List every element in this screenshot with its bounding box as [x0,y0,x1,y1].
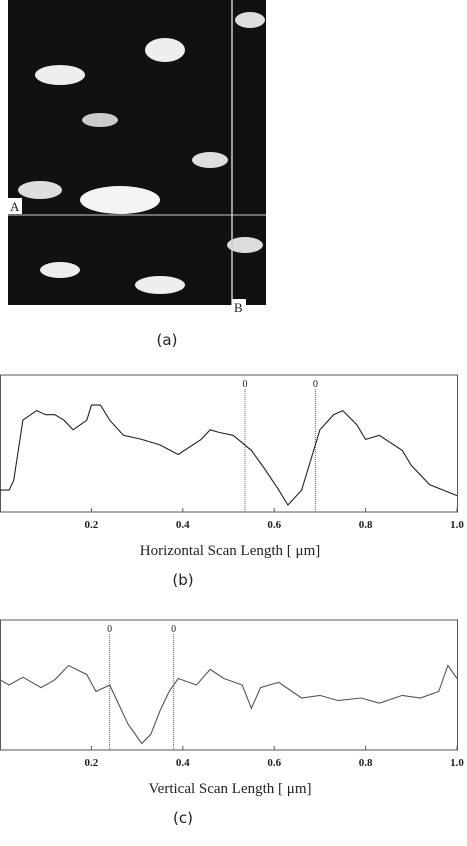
x-tick-label: 0.8 [359,519,373,531]
x-tick-label: 0.2 [85,519,99,531]
x-tick-label: 0.4 [176,757,190,769]
x-tick-label: 0.6 [267,757,281,769]
cursor-label: 0 [107,624,112,635]
x-tick-label: 0.4 [176,519,190,531]
cursor-label: 0 [171,624,176,635]
plot-frame [0,374,458,513]
afm-image: A B [8,0,266,315]
x-tick-label: 0.2 [85,757,99,769]
cursor-label: 0 [313,379,318,390]
profile-line [0,664,458,745]
point-label: B [234,300,243,315]
profile-line [0,404,458,507]
panel-label: (a) [157,331,178,349]
cursor-label: 0 [242,379,247,390]
x-axis-label: Vertical Scan Length [ μm] [149,781,312,797]
x-tick-label: 1.0 [450,519,464,531]
plot-frame [0,619,458,751]
point-label: A [10,199,20,214]
x-axis-label: Horizontal Scan Length [ μm] [140,543,321,559]
x-tick-label: 0.6 [267,519,281,531]
panel-label: (b) [172,571,193,589]
x-tick-label: 1.0 [450,757,464,769]
x-tick-label: 0.8 [359,757,373,769]
panel-label: (c) [173,809,193,827]
